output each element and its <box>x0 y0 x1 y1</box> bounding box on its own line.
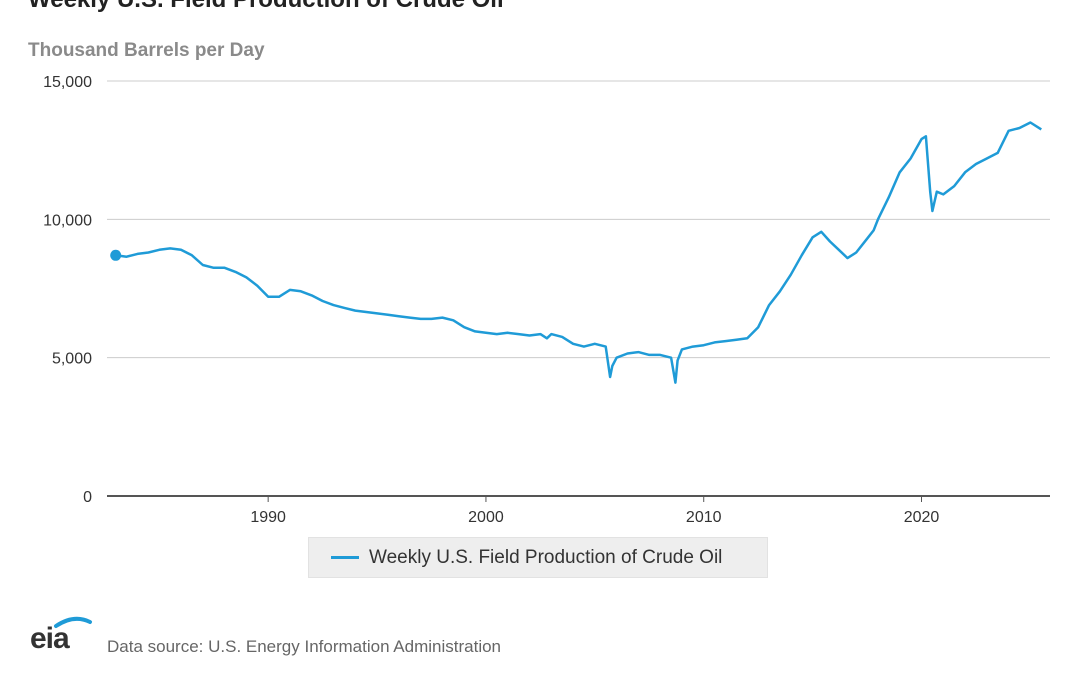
y-tick-label: 0 <box>83 489 92 506</box>
x-tick-label: 1990 <box>250 509 286 526</box>
y-tick-label: 10,000 <box>43 212 92 229</box>
eia-logo: eia <box>30 614 96 658</box>
x-tick-label: 2010 <box>686 509 722 526</box>
chart-title: Weekly U.S. Field Production of Crude Oi… <box>28 0 504 14</box>
eia-logo-text: eia <box>30 622 70 655</box>
y-tick-label: 5,000 <box>52 351 92 368</box>
legend-label: Weekly U.S. Field Production of Crude Oi… <box>369 546 723 568</box>
series-start-marker[interactable] <box>110 249 122 261</box>
legend[interactable]: Weekly U.S. Field Production of Crude Oi… <box>308 537 768 578</box>
x-tick-label: 2020 <box>904 509 940 526</box>
legend-swatch <box>331 556 359 559</box>
x-tick-label: 2000 <box>468 509 504 526</box>
y-tick-label: 15,000 <box>43 74 92 91</box>
line-chart: 0 5,000 10,000 15,000 1990 2000 2010 2020 <box>43 74 1050 526</box>
data-source: Data source: U.S. Energy Information Adm… <box>107 637 502 656</box>
series-line[interactable] <box>115 121 1042 384</box>
y-axis-units-label: Thousand Barrels per Day <box>28 40 265 61</box>
eia-logo-arc-icon <box>54 616 92 628</box>
